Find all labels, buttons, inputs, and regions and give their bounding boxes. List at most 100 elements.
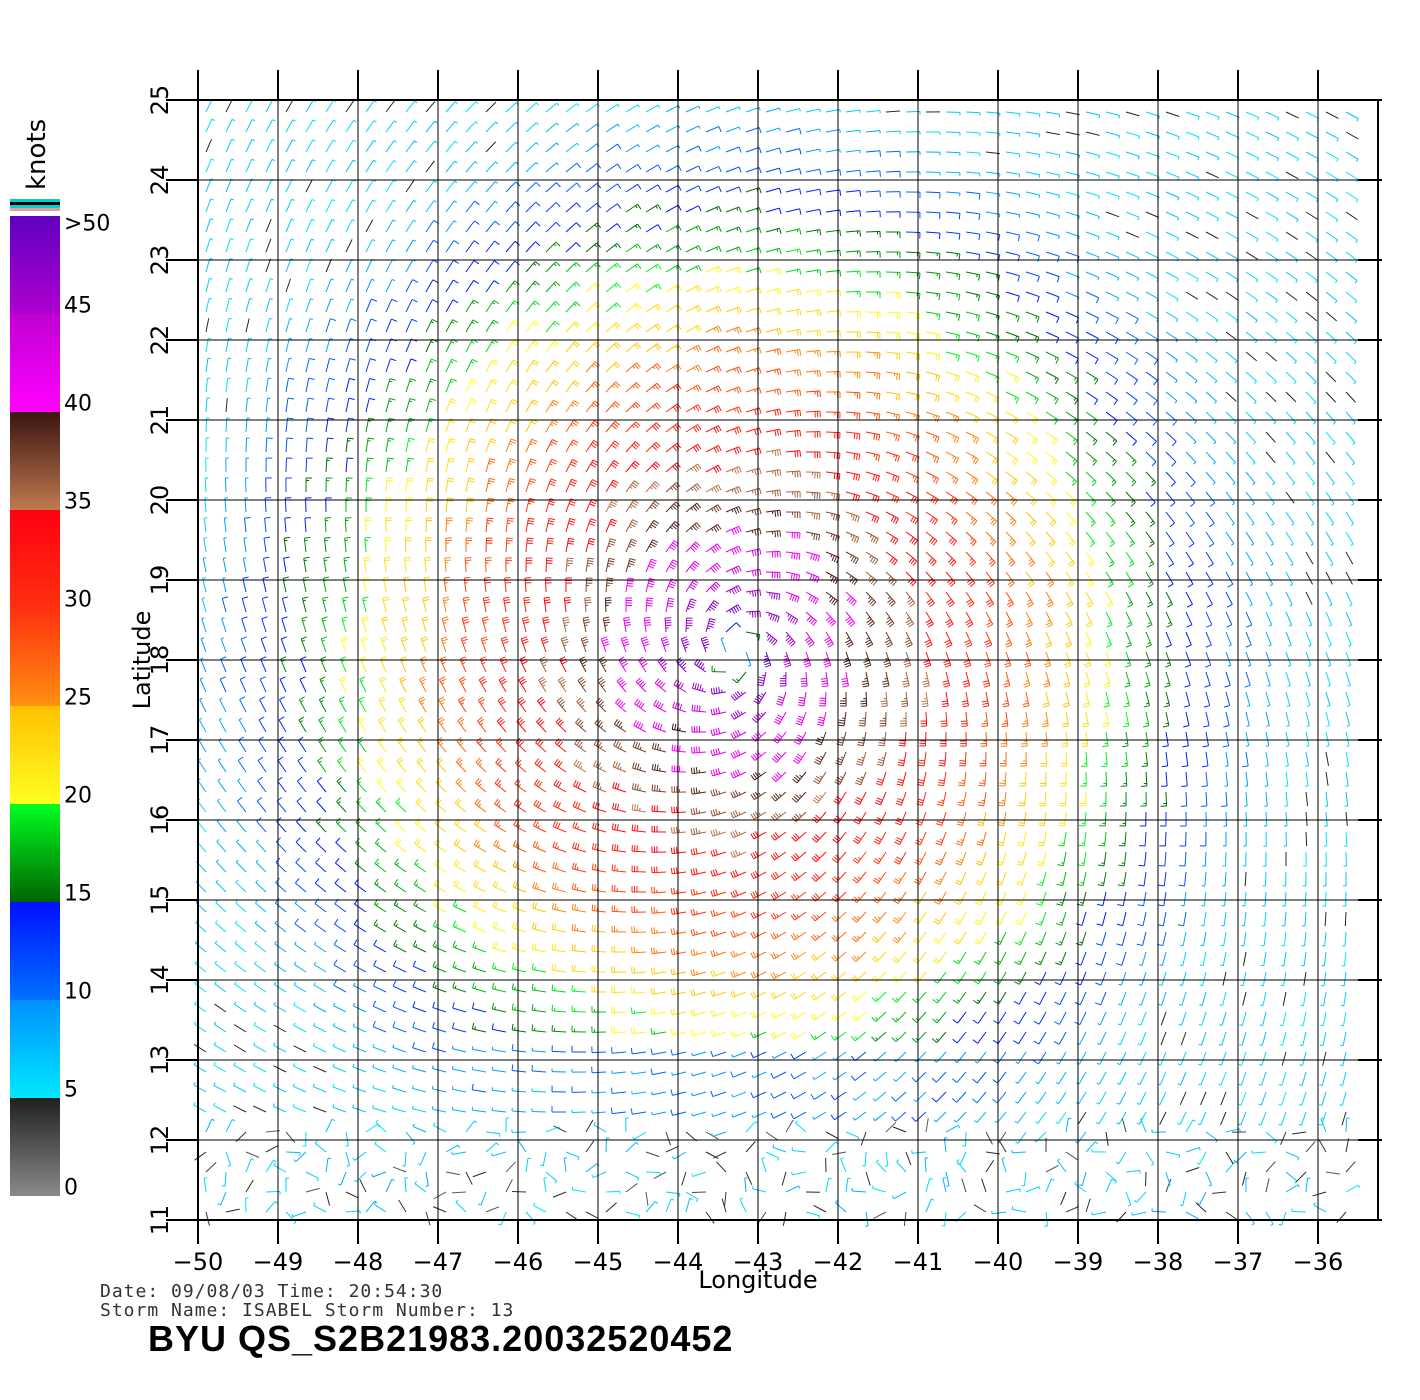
wind-barb — [1145, 271, 1159, 282]
wind-barb — [265, 258, 272, 273]
wind-barb — [325, 298, 334, 313]
wind-barb — [1157, 891, 1167, 907]
wind-barb — [932, 1011, 947, 1024]
wind-barb — [797, 691, 807, 707]
wind-barb — [205, 437, 210, 453]
wind-barb — [895, 791, 907, 806]
wind-barb — [1245, 511, 1255, 526]
wind-barb — [885, 231, 901, 238]
wind-barb — [1305, 571, 1314, 585]
wind-barb — [685, 265, 702, 273]
wind-barb — [485, 359, 499, 373]
wind-barb — [335, 837, 347, 853]
wind-barb — [492, 880, 507, 893]
wind-barb — [1251, 1150, 1267, 1154]
wind-barb — [865, 431, 881, 441]
lon-tick-label: −46 — [493, 1248, 544, 1276]
wind-barb — [253, 1105, 267, 1113]
wind-barb — [931, 1091, 947, 1103]
wind-barb — [371, 1171, 387, 1178]
wind-barb — [1285, 591, 1293, 607]
wind-barb — [438, 676, 447, 693]
wind-barb — [465, 477, 475, 493]
wind-barb — [277, 776, 287, 793]
wind-barb — [194, 1001, 207, 1013]
wind-barb — [1181, 751, 1189, 768]
wind-barb — [691, 704, 707, 713]
wind-barb — [1137, 891, 1147, 907]
wind-barb — [1085, 251, 1100, 261]
wind-barb — [691, 726, 707, 733]
wind-barb — [1305, 131, 1319, 142]
wind-barb — [831, 851, 847, 863]
wind-barb — [1179, 1191, 1187, 1207]
wind-barb — [1305, 491, 1315, 506]
wind-barb — [562, 616, 570, 633]
wind-barb — [1105, 131, 1120, 139]
wind-barb — [265, 99, 276, 113]
wind-barb — [925, 271, 941, 280]
wind-barb — [1016, 871, 1027, 886]
wind-barb — [974, 1051, 987, 1064]
wind-barb — [1122, 731, 1129, 748]
wind-barb — [1063, 671, 1071, 688]
wind-barb — [791, 1171, 807, 1176]
wind-barb — [1060, 771, 1067, 787]
wind-barb — [1001, 1157, 1007, 1173]
wind-barb — [1025, 431, 1039, 445]
wind-barb — [591, 904, 607, 913]
wind-barb — [345, 258, 355, 273]
wind-barb — [605, 262, 622, 273]
wind-barb — [1085, 571, 1095, 588]
wind-barb — [345, 477, 353, 493]
wind-barb — [216, 818, 227, 833]
wind-barb — [725, 286, 742, 294]
wind-barb — [1157, 911, 1167, 927]
wind-barb — [305, 119, 316, 133]
wind-barb — [263, 536, 271, 553]
wind-barb — [305, 139, 316, 153]
wind-barb — [553, 800, 567, 813]
wind-barb — [1285, 531, 1294, 546]
wind-barb — [770, 811, 787, 822]
wind-barb — [905, 571, 917, 587]
wind-barb — [892, 931, 907, 944]
wind-barb — [511, 1087, 527, 1093]
wind-barb — [494, 778, 507, 793]
wind-barb — [597, 676, 607, 693]
wind-barb — [219, 676, 227, 693]
colorbar-segment — [10, 510, 60, 608]
wind-barb — [425, 180, 437, 193]
wind-barb — [265, 1201, 278, 1213]
wind-barb — [785, 611, 799, 625]
wind-barb — [653, 699, 667, 713]
wind-barb — [1225, 571, 1234, 588]
wind-barb — [953, 951, 967, 965]
wind-barb — [471, 1106, 487, 1113]
wind-barb — [365, 159, 377, 173]
wind-barb — [805, 491, 821, 500]
wind-barb — [1200, 911, 1207, 927]
wind-barb — [1305, 711, 1310, 727]
wind-barb — [373, 919, 387, 933]
wind-barb — [1076, 911, 1087, 926]
wind-barb — [852, 851, 867, 864]
wind-barb — [625, 1183, 638, 1193]
wind-barb — [1020, 751, 1027, 767]
wind-barb — [1265, 351, 1277, 362]
wind-barb — [365, 258, 376, 273]
wind-barb — [913, 1091, 927, 1103]
wind-barb — [934, 871, 947, 886]
wind-barb — [1180, 1031, 1187, 1046]
wind-barb — [305, 298, 314, 313]
wind-barb — [214, 960, 227, 973]
wind-barb — [1055, 1111, 1067, 1125]
wind-barb — [477, 696, 487, 713]
wind-barb — [225, 1119, 236, 1133]
wind-barb — [1141, 751, 1149, 768]
wind-barb — [551, 1045, 567, 1053]
wind-barb — [1055, 931, 1067, 946]
wind-barb — [1074, 991, 1087, 1006]
wind-barb — [785, 450, 802, 458]
wind-barb — [1185, 311, 1199, 323]
